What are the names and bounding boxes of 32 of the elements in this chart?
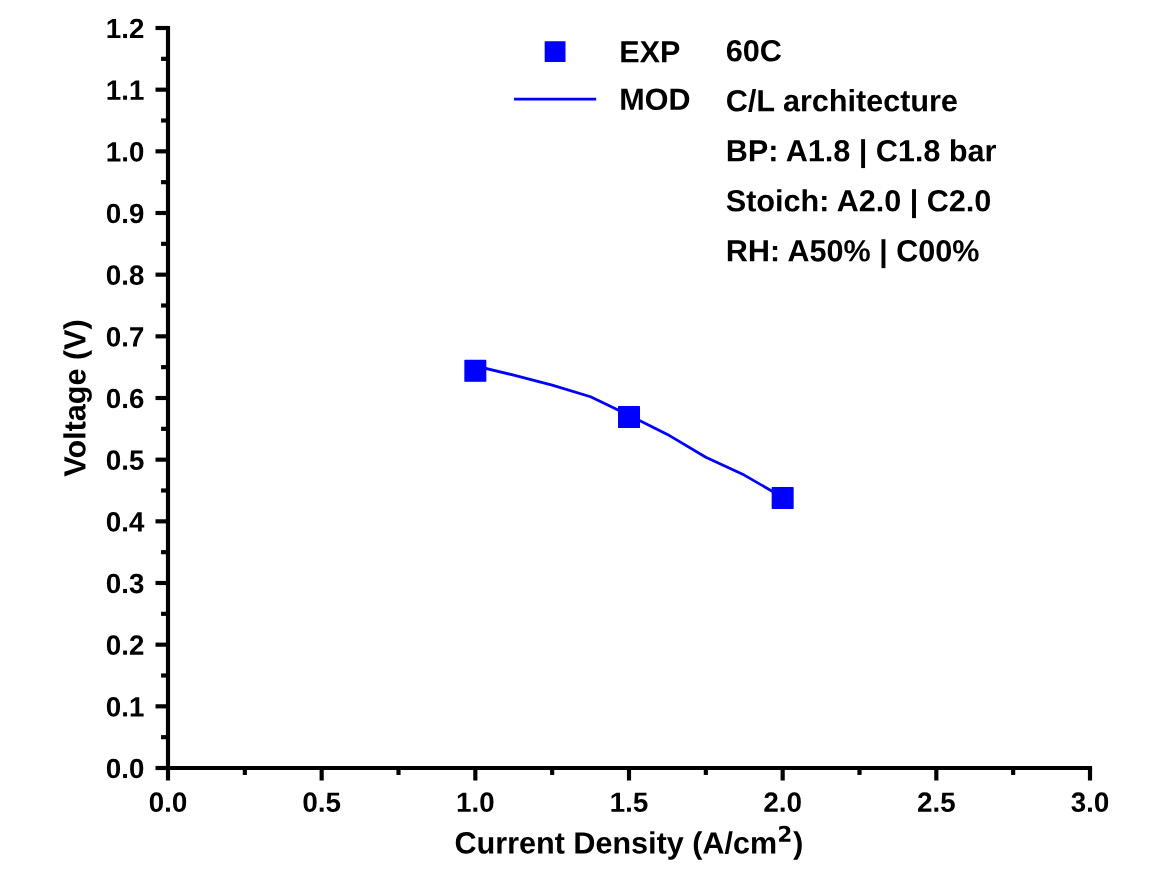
legend-label: EXP [621, 41, 680, 63]
annotation: 60C [726, 39, 782, 62]
y-tick-label: 0.9 [106, 203, 144, 224]
x-tick-label: 2.0 [764, 792, 801, 813]
x-tick-label: 0.0 [149, 792, 187, 813]
y-tick-label: 1.1 [107, 80, 144, 100]
point [464, 359, 487, 382]
annotation: BP: A1.8 | C1.8 bar [727, 139, 996, 169]
legend-label: MOD [621, 88, 690, 111]
annotation: C/L architecture [727, 89, 957, 112]
annotation: RH: A50% | C00% [727, 239, 979, 269]
x-tick-label: 1.5 [611, 792, 648, 813]
annotation: Stoich: A2.0 | C2.0 [726, 189, 991, 219]
y-tick-label: 1.0 [107, 142, 144, 162]
y-tick-label: 1.2 [107, 18, 144, 39]
x-tick-label: 1.0 [457, 792, 494, 813]
y-tick-label: 0.2 [106, 635, 144, 656]
point [771, 486, 794, 509]
y-tick-label: 0.0 [106, 758, 144, 779]
x-tick-label: 3.0 [1071, 792, 1109, 813]
y-tick-label: 0.4 [106, 512, 145, 532]
point [618, 406, 640, 429]
y-axis-title: Voltage (V) [63, 320, 92, 477]
y-tick-label: 0.3 [106, 573, 144, 594]
x-tick-label: 0.5 [303, 792, 341, 813]
y-tick-label: 0.7 [106, 327, 144, 347]
y-tick-label: 0.6 [106, 388, 144, 409]
x-tick-label: 2.5 [917, 792, 955, 813]
y-tick-label: 0.8 [106, 265, 144, 286]
y-tick-label: 0.1 [106, 697, 144, 717]
x-axis-title: Current Density (A/cm$^{2}$) [455, 825, 802, 860]
y-tick-label: 0.5 [106, 450, 144, 471]
